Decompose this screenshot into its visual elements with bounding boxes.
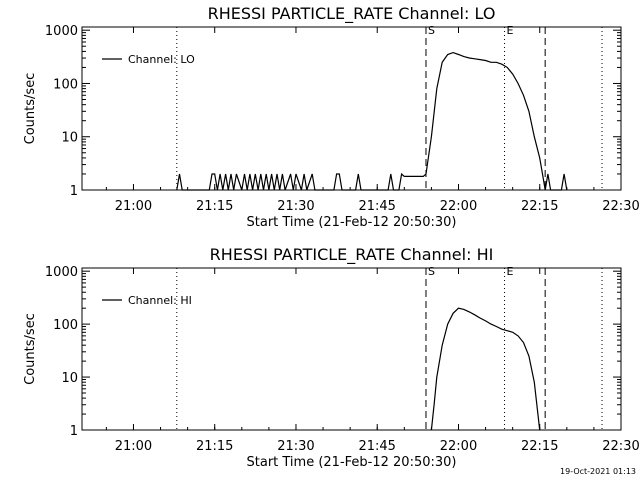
x-tick-label: 22:30 xyxy=(602,199,639,214)
legend-entry: Channel: HI xyxy=(128,294,192,307)
y-tick-label: 10 xyxy=(61,371,78,386)
legend-entry: Channel: LO xyxy=(128,53,195,66)
plot-frame xyxy=(81,267,622,431)
x-tick-label: 22:00 xyxy=(440,199,477,214)
x-tick-label: 22:00 xyxy=(440,439,477,454)
chart-title: RHESSI PARTICLE_RATE Channel: HI xyxy=(210,245,494,265)
plot-frame xyxy=(81,26,622,191)
marker-label-start: S xyxy=(428,265,435,278)
x-axis-label: Start Time (21-Feb-12 20:50:30) xyxy=(247,215,457,230)
x-tick-label: 21:15 xyxy=(196,199,233,214)
x-tick-label: 22:15 xyxy=(521,199,558,214)
x-tick-label: 21:00 xyxy=(115,439,152,454)
marker-label-start: S xyxy=(428,24,435,37)
y-tick-label: 1 xyxy=(70,184,78,199)
chart-title: RHESSI PARTICLE_RATE Channel: LO xyxy=(208,4,496,24)
y-tick-label: 1000 xyxy=(45,24,78,39)
y-tick-label: 1 xyxy=(70,424,78,439)
y-axis-label: Counts/sec xyxy=(23,73,38,145)
marker-label-end: E xyxy=(507,265,514,278)
y-tick-label: 100 xyxy=(53,77,78,92)
series-line xyxy=(430,307,541,431)
marker-label-end: E xyxy=(507,24,514,37)
x-tick-label: 21:45 xyxy=(358,199,395,214)
y-tick-label: 100 xyxy=(53,318,78,333)
x-tick-label: 21:30 xyxy=(277,199,314,214)
series-line xyxy=(176,51,568,191)
x-tick-label: 21:45 xyxy=(358,439,395,454)
timestamp-label: 19-Oct-2021 01:13 xyxy=(560,467,636,476)
x-tick-label: 21:15 xyxy=(196,439,233,454)
hi-channel-panel: RHESSI PARTICLE_RATE Channel: HI 21:00 21:… xyxy=(23,245,640,470)
x-axis-label: Start Time (21-Feb-12 20:50:30) xyxy=(247,455,457,470)
x-tick-label: 21:00 xyxy=(115,199,152,214)
y-axis-label: Counts/sec xyxy=(23,313,38,385)
lo-channel-panel: RHESSI PARTICLE_RATE Channel: LO 21:00 21:… xyxy=(23,4,640,230)
y-tick-label: 1000 xyxy=(45,265,78,280)
x-tick-label: 22:15 xyxy=(521,439,558,454)
x-tick-label: 22:30 xyxy=(602,439,639,454)
x-tick-label: 21:30 xyxy=(277,439,314,454)
y-tick-label: 10 xyxy=(61,131,78,146)
